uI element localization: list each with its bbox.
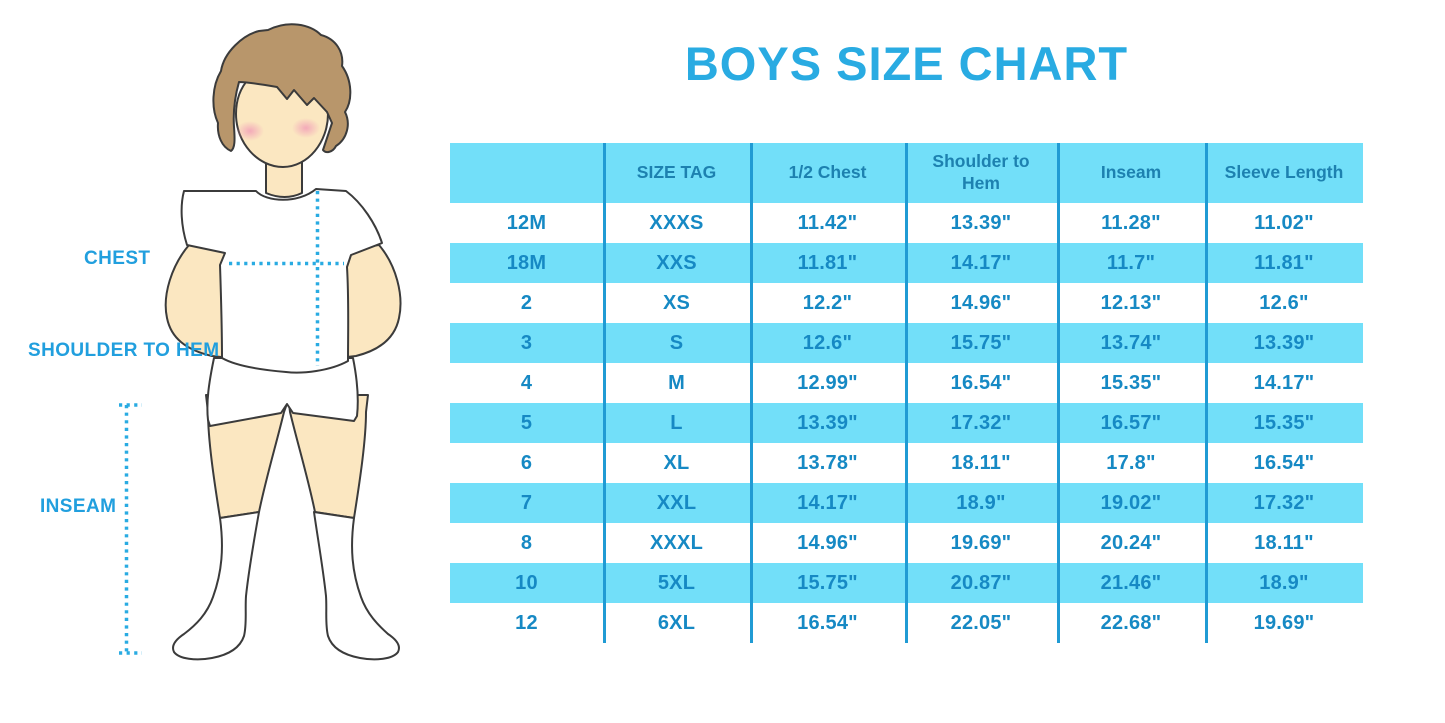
table-cell: 11.7" [1106, 251, 1156, 274]
table-cell: L [670, 411, 683, 434]
table-cell: 13.39" [950, 211, 1012, 234]
left-sock [172, 511, 260, 661]
table-cell: 18.11" [1254, 531, 1314, 554]
table-cell: 19.02" [1100, 491, 1162, 514]
column-divider-line [1205, 143, 1208, 643]
chest-label: CHEST [84, 248, 151, 269]
table-cell: 6 [520, 451, 533, 474]
table-cell: 10 [515, 571, 538, 594]
table-cell: 12.13" [1100, 291, 1162, 314]
table-cell: 16.57" [1100, 411, 1162, 434]
table-cell: 20.87" [950, 571, 1012, 594]
table-cell: 17.32" [950, 411, 1012, 434]
header-cell: Sleeve Length [1224, 162, 1344, 183]
table-cell: 12.6" [1259, 291, 1309, 314]
table-cell: 12M [506, 211, 547, 234]
table-cell: 18.9" [1259, 571, 1309, 594]
table-cell: 11.28" [1101, 211, 1161, 234]
header-cell [450, 143, 603, 203]
blush-left [236, 121, 264, 141]
header-cell: 1/2 Chest [788, 162, 867, 183]
page-title: BOYS SIZE CHART [684, 37, 1129, 90]
blush-right [292, 118, 320, 138]
table-cell: M [668, 371, 685, 394]
table-row: 7 XXL 14.17" 18.9" 19.02" 17.32" [450, 483, 1363, 523]
table-cell: 22.05" [950, 611, 1012, 634]
header-cell: Shoulder to Hem [932, 151, 1030, 193]
table-cell: 14.96" [950, 291, 1012, 314]
table-cell: 18.9" [956, 491, 1006, 514]
table-cell: 18M [506, 251, 547, 274]
header-cell: Inseam [1100, 162, 1162, 183]
table-cell: 14.17" [1253, 371, 1315, 394]
table-cell: 22.68" [1100, 611, 1162, 634]
table-cell: 13.39" [1253, 331, 1315, 354]
table-cell: 11.42" [797, 211, 858, 234]
table-cell: 13.78" [797, 451, 858, 474]
table-cell: 11.81" [797, 251, 858, 274]
table-cell: 18.11" [951, 451, 1011, 474]
header-cell: SIZE TAG [636, 162, 717, 183]
table-cell: 16.54" [1253, 451, 1315, 474]
table-cell: 15.75" [797, 571, 858, 594]
table-cell: 20.24" [1100, 531, 1162, 554]
table-cell: 13.74" [1100, 331, 1162, 354]
inseam-label: INSEAM [40, 496, 117, 517]
table-cell: 19.69" [1253, 611, 1315, 634]
shorts [206, 357, 359, 427]
table-cell: 5 [520, 411, 533, 434]
table-cell: 8 [520, 531, 533, 554]
table-cell: XS [662, 291, 691, 314]
table-cell: XL [663, 451, 690, 474]
table-cell: 17.32" [1253, 491, 1315, 514]
table-cell: 14.17" [797, 491, 858, 514]
table-cell: 14.17" [950, 251, 1012, 274]
table-cell: 12.99" [797, 371, 858, 394]
table-cell: 15.35" [1253, 411, 1315, 434]
column-divider-line [905, 143, 908, 643]
right-sock [313, 511, 400, 661]
table-cell: 12.2" [802, 291, 853, 314]
table-cell: 12.6" [802, 331, 853, 354]
boy-figure-illustration [119, 23, 402, 661]
table-cell: 11.81" [1254, 251, 1314, 274]
table-cell: 15.75" [950, 331, 1012, 354]
table-cell: 2 [520, 291, 533, 314]
table-cell: 7 [520, 491, 533, 514]
table-cell: 13.39" [797, 411, 858, 434]
left-arm [164, 244, 231, 359]
table-cell: XXL [656, 491, 697, 514]
t-shirt [180, 188, 383, 374]
table-cell: XXXS [649, 211, 704, 234]
shoulder-to-hem-label: SHOULDER TO HEM [28, 340, 220, 361]
table-cell: 16.54" [950, 371, 1012, 394]
table-cell: 6XL [657, 611, 696, 634]
table-cell: 5XL [657, 571, 696, 594]
table-cell: 15.35" [1100, 371, 1162, 394]
table-cell: 4 [520, 371, 533, 394]
table-cell: XXXL [649, 531, 704, 554]
table-cell: 14.96" [797, 531, 858, 554]
table-cell: 16.54" [797, 611, 858, 634]
hair [212, 23, 352, 154]
table-cell: 17.8" [1106, 451, 1156, 474]
table-cell: 21.46" [1100, 571, 1162, 594]
table-cell: 12 [515, 611, 538, 634]
table-cell: S [669, 331, 684, 354]
size-table: SIZE TAG 1/2 Chest Shoulder to Hem Inseam Sl… [450, 143, 1363, 643]
column-divider-line [1057, 143, 1060, 643]
table-cell: 3 [520, 331, 533, 354]
table-cell: 11.02" [1254, 211, 1314, 234]
column-divider-line [750, 143, 753, 643]
column-divider-line [603, 143, 606, 643]
right-arm [337, 244, 402, 359]
table-cell: 19.69" [950, 531, 1012, 554]
table-cell: XXS [656, 251, 697, 274]
